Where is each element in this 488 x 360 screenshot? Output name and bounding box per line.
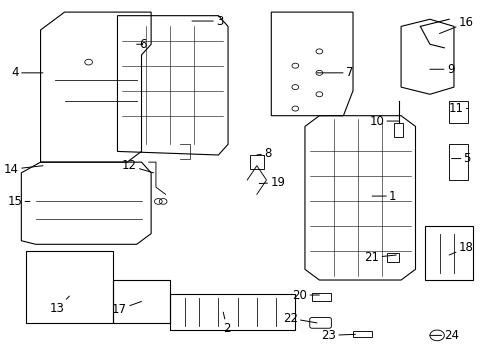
Bar [393,123,403,137]
Text: 23: 23 [321,329,355,342]
Text: 15: 15 [7,195,30,208]
Text: 7: 7 [316,66,353,79]
Bar [448,102,468,123]
Bar [311,293,331,301]
Text: 19: 19 [259,176,285,189]
Text: 6: 6 [137,38,146,51]
Text: 22: 22 [282,312,316,325]
Text: 18: 18 [448,241,473,255]
Text: 5: 5 [450,152,470,165]
Text: 4: 4 [11,66,43,79]
Text: 2: 2 [223,312,230,335]
Bar [249,155,264,169]
Text: 10: 10 [368,114,398,127]
Text: 24: 24 [429,329,458,342]
Text: 21: 21 [364,251,395,264]
Text: 12: 12 [122,159,153,173]
Text: 14: 14 [4,163,43,176]
Text: 11: 11 [447,102,468,115]
Text: 1: 1 [371,190,396,203]
Text: 13: 13 [50,296,69,315]
Text: 16: 16 [439,16,473,33]
Text: 17: 17 [112,301,141,316]
Text: 8: 8 [256,147,271,160]
Text: 20: 20 [292,288,319,302]
Bar [386,253,398,262]
Text: 9: 9 [429,63,453,76]
Bar [352,331,371,337]
Text: 3: 3 [192,14,223,27]
Bar [448,144,468,180]
